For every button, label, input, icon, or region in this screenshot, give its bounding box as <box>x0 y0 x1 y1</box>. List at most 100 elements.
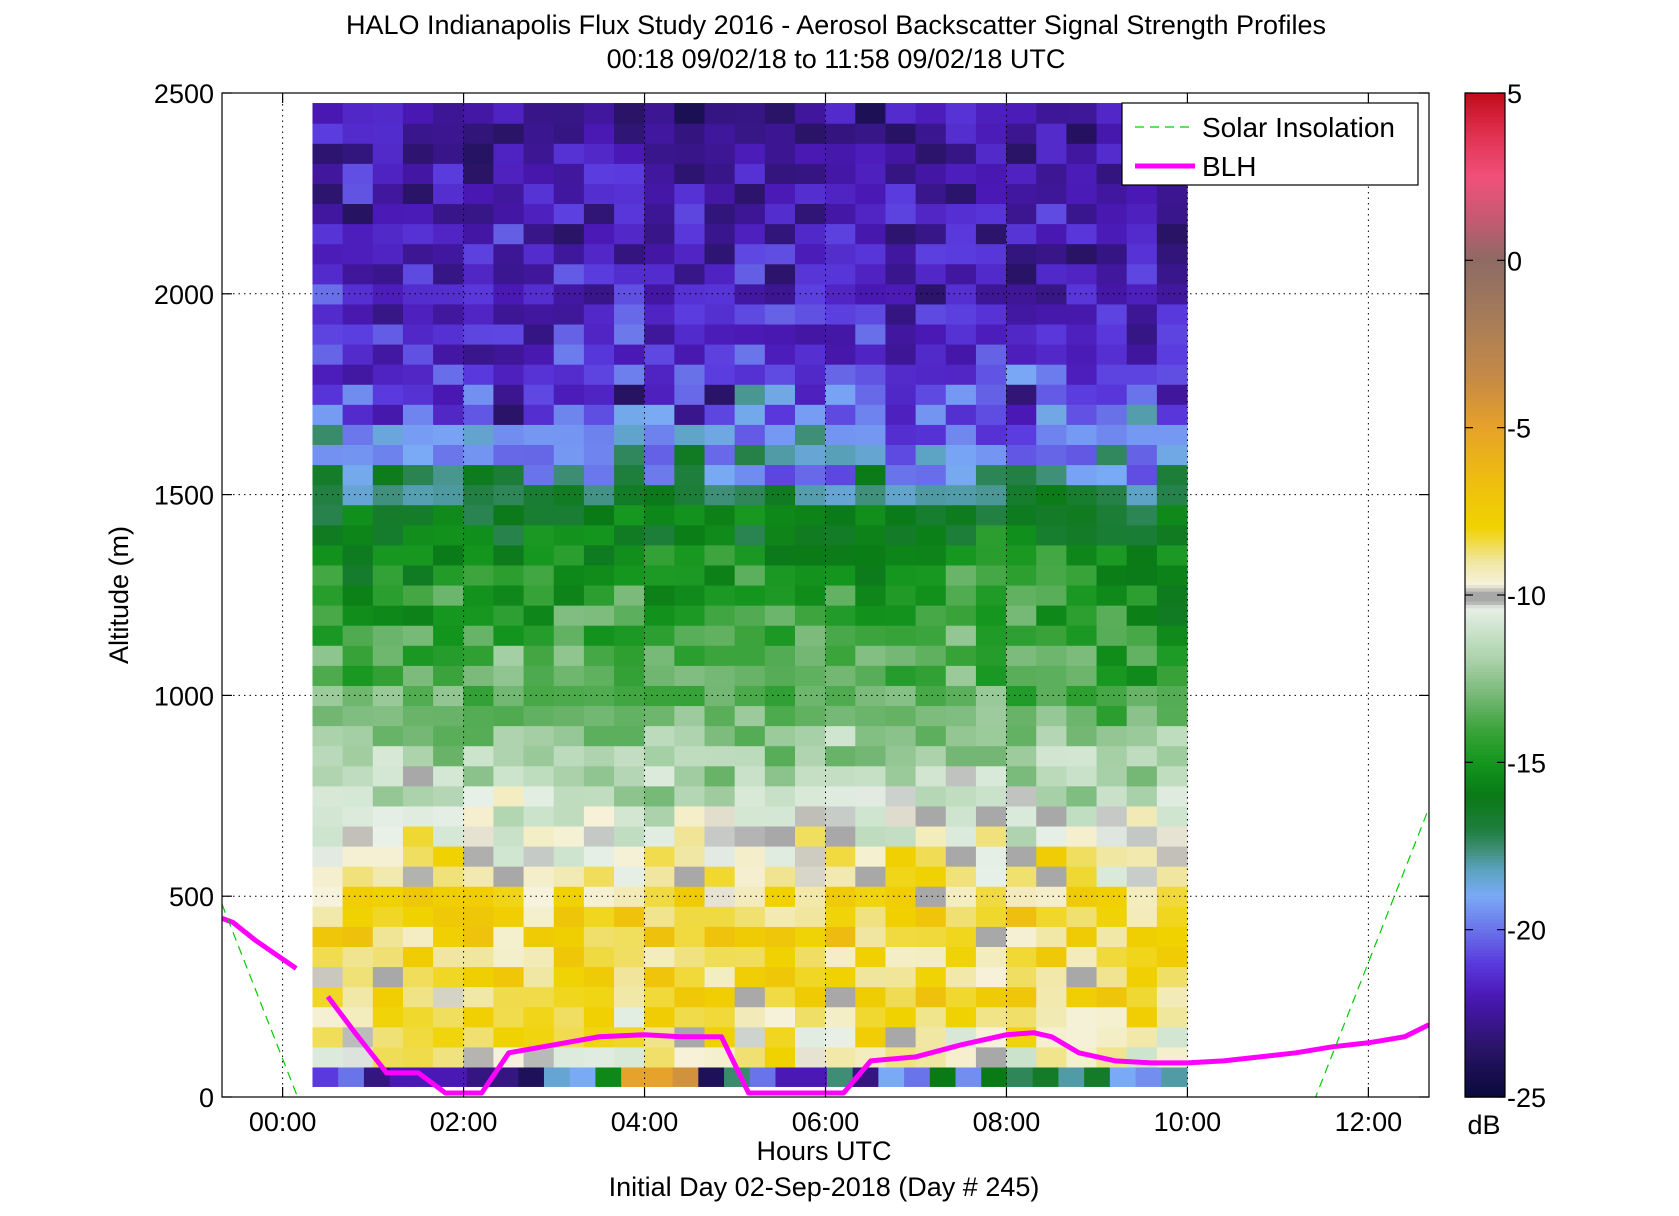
heatmap-cell <box>523 605 555 626</box>
heatmap-cell <box>372 1026 404 1048</box>
heatmap-cell <box>433 384 464 405</box>
heatmap-cell <box>1032 1066 1060 1087</box>
heatmap-cell <box>945 705 977 727</box>
heatmap-cell <box>372 404 404 425</box>
heatmap-cell <box>1096 364 1128 385</box>
heatmap-cell <box>734 143 766 164</box>
heatmap-cell <box>674 564 706 586</box>
heatmap-cell <box>1126 705 1158 727</box>
heatmap-cell <box>915 584 947 606</box>
heatmap-cell <box>794 103 826 124</box>
heatmap-cell <box>493 986 525 1008</box>
heatmap-cell <box>885 986 917 1008</box>
heatmap-cell <box>1036 404 1068 425</box>
heatmap-cell <box>674 1006 706 1028</box>
heatmap-cell <box>1096 926 1128 947</box>
heatmap-cell <box>433 404 464 425</box>
heatmap-cell <box>764 745 796 767</box>
heatmap-cell <box>1036 524 1068 546</box>
heatmap-cell <box>644 725 675 747</box>
heatmap-cell <box>1036 765 1068 787</box>
heatmap-cell <box>1126 203 1158 225</box>
heatmap-cell <box>1109 1066 1137 1087</box>
heatmap-cell <box>1006 464 1037 486</box>
colorbar-strip <box>1465 504 1505 509</box>
colorbar-strip <box>1465 1026 1505 1031</box>
heatmap-cell <box>825 886 856 907</box>
heatmap-cell <box>704 103 736 124</box>
heatmap-cell <box>1006 163 1037 184</box>
colorbar-strip <box>1465 129 1505 134</box>
heatmap-cell <box>463 344 495 365</box>
heatmap-cell <box>1156 524 1188 546</box>
heatmap-cell <box>945 404 977 425</box>
heatmap-cell <box>1066 484 1098 506</box>
heatmap-cell <box>1096 825 1128 847</box>
heatmap-cell <box>1006 183 1037 205</box>
colorbar-strip <box>1465 671 1505 677</box>
heatmap-cell <box>372 906 404 927</box>
heatmap-cell <box>855 203 887 225</box>
heatmap-cell <box>1066 424 1098 445</box>
colorbar-strip <box>1465 648 1505 653</box>
heatmap-cell <box>855 444 887 466</box>
colorbar-strip <box>1465 243 1505 248</box>
heatmap-cell <box>855 886 887 907</box>
heatmap-cell <box>614 785 645 807</box>
chart-subtitle: 00:18 09/02/18 to 11:58 09/02/18 UTC <box>607 44 1066 74</box>
heatmap-cell <box>1156 986 1188 1008</box>
heatmap-cell <box>312 946 344 968</box>
heatmap-cell <box>975 504 1007 526</box>
heatmap-cell <box>975 685 1007 707</box>
colorbar-strip <box>1465 451 1505 456</box>
heatmap-cell <box>764 846 796 867</box>
heatmap-cell <box>1036 223 1068 245</box>
heatmap-cell <box>493 745 525 767</box>
heatmap-cell <box>463 163 495 184</box>
heatmap-cell <box>463 203 495 225</box>
heatmap-cell <box>674 544 706 566</box>
heatmap-cell <box>614 504 645 526</box>
colorbar-strip <box>1465 1060 1505 1065</box>
heatmap-cell <box>342 183 374 205</box>
heatmap-cell <box>614 866 645 887</box>
colorbar-strip <box>1465 728 1505 733</box>
heatmap-cell <box>855 404 887 425</box>
heatmap-cell <box>583 283 615 305</box>
heatmap-cell <box>885 384 917 405</box>
heatmap-cell <box>1006 846 1037 867</box>
heatmap-cell <box>794 926 826 947</box>
heatmap-cell <box>463 665 495 686</box>
heatmap-cell <box>644 163 675 184</box>
heatmap-cell <box>734 303 766 325</box>
heatmap-cell <box>583 605 615 626</box>
heatmap-cell <box>1036 906 1068 927</box>
heatmap-cell <box>614 825 645 847</box>
heatmap-cell <box>312 123 344 144</box>
colorbar-tick-label: 5 <box>1507 79 1522 109</box>
heatmap-cell <box>312 564 344 586</box>
heatmap-cell <box>945 323 977 345</box>
heatmap-cell <box>644 966 675 988</box>
colorbar-strip <box>1465 507 1505 513</box>
colorbar-strip <box>1465 119 1505 124</box>
heatmap-cell <box>493 464 525 486</box>
heatmap-cell <box>312 103 344 124</box>
heatmap-cell <box>885 323 917 345</box>
colorbar-strip <box>1465 1070 1505 1075</box>
heatmap-cell <box>1066 665 1098 686</box>
colorbar-strip <box>1465 999 1505 1004</box>
colorbar-tick-label: -10 <box>1507 581 1546 611</box>
heatmap-cell <box>1006 424 1037 445</box>
heatmap-cell <box>885 946 917 968</box>
heatmap-cell <box>1126 946 1158 968</box>
heatmap-cell <box>734 444 766 466</box>
heatmap-cell <box>372 605 404 626</box>
heatmap-cell <box>855 364 887 385</box>
heatmap-cell <box>402 323 434 345</box>
heatmap-cell <box>312 825 344 847</box>
heatmap-cell <box>945 645 977 666</box>
heatmap-cell <box>518 1066 545 1087</box>
heatmap-cell <box>704 1006 736 1028</box>
heatmap-cell <box>734 424 766 445</box>
